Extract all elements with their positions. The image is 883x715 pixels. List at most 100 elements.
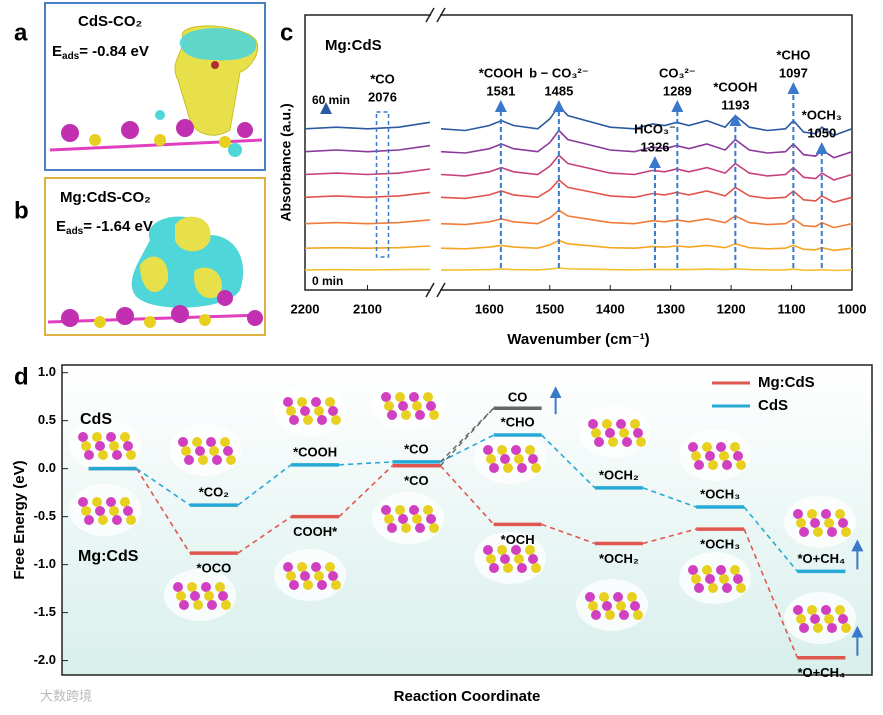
atom xyxy=(531,563,541,573)
atom xyxy=(409,392,419,402)
atom xyxy=(483,545,493,555)
atom xyxy=(633,428,643,438)
atom xyxy=(827,527,837,537)
panel-label: b xyxy=(14,197,29,224)
annotation-label: *CHO xyxy=(776,47,810,62)
atom xyxy=(799,623,809,633)
atom xyxy=(247,310,263,326)
spectrum-line xyxy=(304,245,431,250)
atom xyxy=(824,614,834,624)
atom xyxy=(514,454,524,464)
atom xyxy=(401,523,411,533)
atom xyxy=(198,455,208,465)
spectrum-line xyxy=(304,191,431,199)
atom xyxy=(98,515,108,525)
atom xyxy=(328,571,338,581)
atom xyxy=(500,554,510,564)
atom xyxy=(331,580,341,590)
atom xyxy=(78,497,88,507)
spectrum-line xyxy=(440,209,853,229)
atom xyxy=(838,518,848,528)
atom xyxy=(398,514,408,524)
atom xyxy=(179,600,189,610)
panel-a: CdS-CO₂ Eads= -0.84 eV xyxy=(44,2,266,171)
atom xyxy=(719,451,729,461)
spectrum-line xyxy=(441,267,853,272)
density-blob xyxy=(175,216,211,252)
structure-icon xyxy=(69,484,141,536)
atom xyxy=(702,565,712,575)
break-mark xyxy=(425,282,435,298)
connector xyxy=(237,515,292,554)
atom xyxy=(289,415,299,425)
level-label: *CO xyxy=(404,441,429,456)
annotation-value: 1326 xyxy=(641,139,670,154)
atom xyxy=(415,523,425,533)
atom xyxy=(705,451,715,461)
annotation-value: 1050 xyxy=(807,125,836,140)
atom xyxy=(736,583,746,593)
connector xyxy=(440,434,494,463)
watermark: 大数跨境 xyxy=(40,688,92,703)
atom xyxy=(489,563,499,573)
structure-icon xyxy=(474,432,546,484)
annotation-value: 1193 xyxy=(721,97,749,112)
atom xyxy=(204,591,214,601)
density-blob xyxy=(228,143,242,157)
atom xyxy=(178,437,188,447)
atom xyxy=(176,591,186,601)
atom xyxy=(602,601,612,611)
level-label: *O+CH₄ xyxy=(798,551,846,566)
panel-title: CdS-CO₂ xyxy=(78,13,142,30)
atom xyxy=(61,124,79,142)
y-tick-label: 1.0 xyxy=(38,364,56,379)
atom xyxy=(733,451,743,461)
atom xyxy=(503,563,513,573)
atom xyxy=(303,580,313,590)
atom xyxy=(112,450,122,460)
atom xyxy=(328,406,338,416)
panel-label: c xyxy=(280,19,293,46)
x-tick-label: 1600 xyxy=(475,301,504,316)
atom xyxy=(591,610,601,620)
atom xyxy=(702,442,712,452)
atom xyxy=(497,445,507,455)
atom xyxy=(733,574,743,584)
y-tick-label: -1.5 xyxy=(34,604,56,619)
atom xyxy=(211,61,219,69)
atom xyxy=(497,545,507,555)
atom xyxy=(220,437,230,447)
x-tick-label: 1200 xyxy=(717,301,746,316)
series-start-label: CdS xyxy=(80,411,112,428)
atom xyxy=(705,574,715,584)
connector xyxy=(439,407,495,463)
annotation-box xyxy=(375,111,390,258)
y-tick-label: 0.5 xyxy=(38,412,56,427)
atom xyxy=(605,428,615,438)
atom xyxy=(722,460,732,470)
structure-icon xyxy=(784,592,856,644)
atom xyxy=(218,591,228,601)
structure-icon xyxy=(679,552,751,604)
x-tick-label: 2200 xyxy=(291,301,320,316)
structure-icon xyxy=(274,549,346,601)
bond xyxy=(47,313,263,324)
annotation-value: 1289 xyxy=(663,83,692,98)
atom xyxy=(314,571,324,581)
legend-label: Mg:CdS xyxy=(758,374,815,391)
atom xyxy=(793,509,803,519)
spectrum-line xyxy=(440,239,853,252)
atom xyxy=(796,614,806,624)
atom xyxy=(121,121,139,139)
atom xyxy=(796,518,806,528)
atom xyxy=(154,134,166,146)
atom xyxy=(633,610,643,620)
atom xyxy=(303,415,313,425)
connector xyxy=(439,465,495,525)
connector xyxy=(541,523,596,545)
atom xyxy=(688,565,698,575)
energy-value: = -1.64 eV xyxy=(83,218,153,235)
atom xyxy=(619,610,629,620)
atom xyxy=(193,600,203,610)
